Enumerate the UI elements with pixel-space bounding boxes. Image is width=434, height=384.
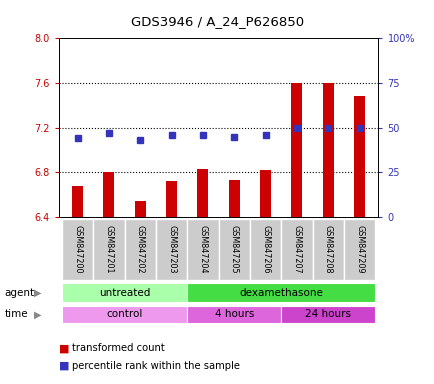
Bar [166, 181, 177, 217]
Text: GSM847204: GSM847204 [198, 225, 207, 274]
Bar [62, 219, 93, 280]
Text: 24 hours: 24 hours [305, 310, 351, 319]
Bar [291, 83, 302, 217]
Bar [353, 96, 364, 217]
Bar [260, 170, 270, 217]
Bar [135, 201, 145, 217]
Text: GSM847207: GSM847207 [292, 225, 301, 274]
Text: GSM847203: GSM847203 [167, 225, 176, 274]
Bar [250, 219, 281, 280]
Bar [93, 219, 124, 280]
Bar [62, 306, 187, 323]
Text: control: control [106, 310, 142, 319]
Text: agent: agent [4, 288, 34, 298]
Bar [322, 83, 333, 217]
Bar [218, 219, 250, 280]
Text: GDS3946 / A_24_P626850: GDS3946 / A_24_P626850 [131, 15, 303, 28]
Text: 4 hours: 4 hours [214, 310, 253, 319]
Bar [343, 219, 375, 280]
Text: transformed count: transformed count [72, 343, 164, 353]
Text: GSM847202: GSM847202 [135, 225, 145, 274]
Text: GSM847206: GSM847206 [260, 225, 270, 274]
Text: GSM847205: GSM847205 [229, 225, 238, 274]
Text: percentile rank within the sample: percentile rank within the sample [72, 361, 239, 371]
Text: GSM847201: GSM847201 [104, 225, 113, 274]
Bar [187, 219, 218, 280]
Bar [72, 186, 83, 217]
Bar [312, 219, 343, 280]
Text: dexamethasone: dexamethasone [239, 288, 322, 298]
Bar [197, 169, 208, 217]
Bar [103, 172, 114, 217]
Bar [155, 219, 187, 280]
Text: ■: ■ [59, 343, 69, 353]
Text: ▶: ▶ [33, 288, 41, 298]
Text: untreated: untreated [99, 288, 150, 298]
Text: time: time [4, 310, 28, 319]
Bar [281, 306, 375, 323]
Text: ▶: ▶ [33, 310, 41, 319]
Bar [187, 283, 375, 302]
Bar [187, 306, 281, 323]
Bar [124, 219, 155, 280]
Bar [281, 219, 312, 280]
Text: ■: ■ [59, 361, 69, 371]
Bar [228, 180, 239, 217]
Bar [62, 283, 187, 302]
Text: GSM847200: GSM847200 [73, 225, 82, 274]
Text: GSM847208: GSM847208 [323, 225, 332, 274]
Text: GSM847209: GSM847209 [354, 225, 363, 274]
